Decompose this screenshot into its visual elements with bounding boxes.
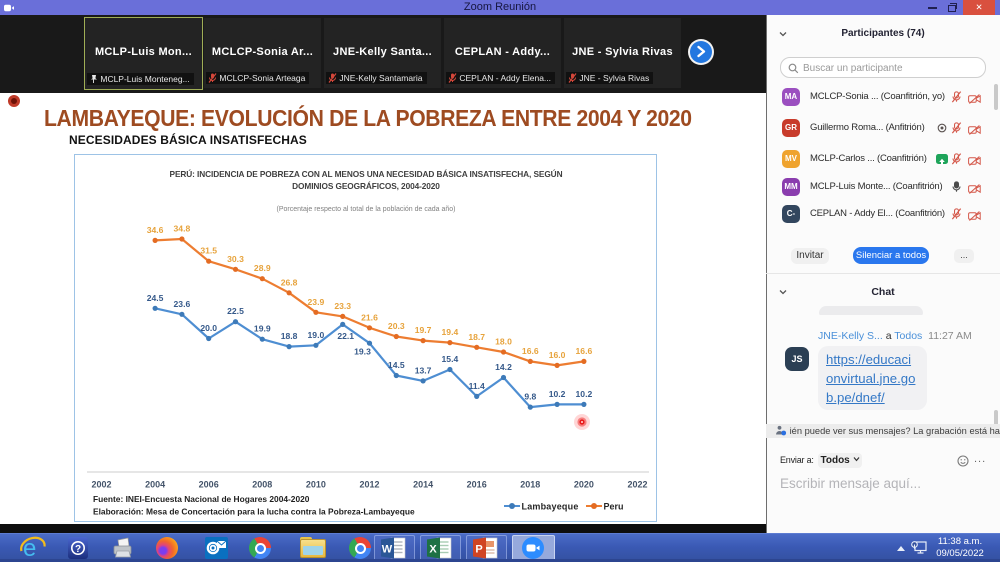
svg-text:10.2: 10.2 xyxy=(576,389,593,399)
svg-text:X: X xyxy=(429,544,437,556)
svg-text:2004: 2004 xyxy=(145,480,165,490)
svg-text:19.3: 19.3 xyxy=(354,347,371,357)
svg-text:Peru: Peru xyxy=(604,502,624,512)
svg-text:23.9: 23.9 xyxy=(308,297,325,307)
svg-text:2002: 2002 xyxy=(91,480,111,490)
svg-text:26.8: 26.8 xyxy=(281,277,298,287)
svg-text:16.0: 16.0 xyxy=(549,350,566,360)
svg-text:2008: 2008 xyxy=(252,480,272,490)
svg-text:14.5: 14.5 xyxy=(388,360,405,370)
svg-text:19.4: 19.4 xyxy=(442,327,459,337)
svg-text:19.7: 19.7 xyxy=(415,325,432,335)
svg-text:21.6: 21.6 xyxy=(361,312,378,322)
svg-text:2014: 2014 xyxy=(413,480,433,490)
svg-text:34.6: 34.6 xyxy=(147,225,164,235)
svg-text:Lambayeque: Lambayeque xyxy=(522,502,579,512)
svg-text:30.3: 30.3 xyxy=(227,254,244,264)
svg-text:14.2: 14.2 xyxy=(495,362,512,372)
svg-text:16.6: 16.6 xyxy=(522,346,539,356)
svg-text:19.9: 19.9 xyxy=(254,324,271,334)
svg-text:2020: 2020 xyxy=(574,480,594,490)
svg-text:20.3: 20.3 xyxy=(388,321,405,331)
svg-text:23.3: 23.3 xyxy=(334,301,351,311)
svg-text:W: W xyxy=(382,544,393,556)
svg-text:P: P xyxy=(475,544,482,556)
svg-text:?: ? xyxy=(75,544,81,555)
svg-text:20.0: 20.0 xyxy=(200,323,217,333)
svg-text:22.1: 22.1 xyxy=(337,331,354,341)
svg-text:Elaboración: Mesa de Concertac: Elaboración: Mesa de Concertación para l… xyxy=(93,507,415,517)
svg-text:2018: 2018 xyxy=(520,480,540,490)
svg-text:23.6: 23.6 xyxy=(174,299,191,309)
svg-text:18.8: 18.8 xyxy=(281,331,298,341)
svg-text:13.7: 13.7 xyxy=(415,365,432,375)
svg-text:22.5: 22.5 xyxy=(227,306,244,316)
svg-text:2016: 2016 xyxy=(467,480,487,490)
svg-text:(Porcentaje respecto al total: (Porcentaje respecto al total de la pobl… xyxy=(276,206,455,213)
svg-text:31.5: 31.5 xyxy=(200,246,217,256)
svg-text:PERÚ: INCIDENCIA DE POBREZA CO: PERÚ: INCIDENCIA DE POBREZA CON AL MENOS… xyxy=(170,168,563,179)
svg-text:28.9: 28.9 xyxy=(254,263,271,273)
svg-text:2010: 2010 xyxy=(306,480,326,490)
svg-text:19.0: 19.0 xyxy=(308,330,325,340)
svg-text:11.4: 11.4 xyxy=(469,381,485,391)
svg-text:16.6: 16.6 xyxy=(576,346,593,356)
svg-text:10.2: 10.2 xyxy=(549,389,566,399)
svg-text:DOMINIOS GEOGRÁFICOS, 2004-202: DOMINIOS GEOGRÁFICOS, 2004-2020 xyxy=(292,181,440,191)
svg-text:9.8: 9.8 xyxy=(524,392,536,402)
svg-text:34.8: 34.8 xyxy=(174,224,191,234)
svg-text:18.7: 18.7 xyxy=(468,332,485,342)
svg-text:18.0: 18.0 xyxy=(495,337,512,347)
svg-text:24.5: 24.5 xyxy=(147,293,164,303)
svg-text:2022: 2022 xyxy=(627,480,647,490)
svg-text:2006: 2006 xyxy=(199,480,219,490)
svg-text:2012: 2012 xyxy=(359,480,379,490)
svg-text:Fuente: INEI-Encuesta Nacional: Fuente: INEI-Encuesta Nacional de Hogare… xyxy=(93,494,310,504)
svg-text:15.4: 15.4 xyxy=(442,354,459,364)
